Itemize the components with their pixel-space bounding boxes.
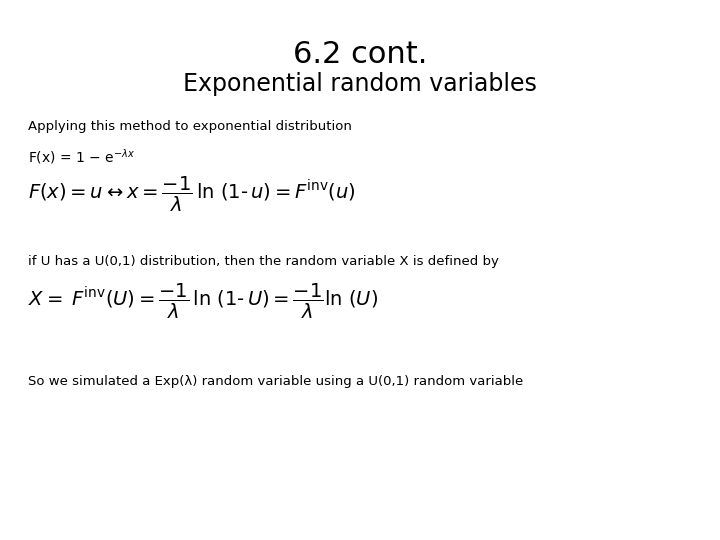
Text: Applying this method to exponential distribution: Applying this method to exponential dist… (28, 120, 352, 133)
Text: if U has a U(0,1) distribution, then the random variable X is defined by: if U has a U(0,1) distribution, then the… (28, 255, 499, 268)
Text: So we simulated a Exp(λ) random variable using a U(0,1) random variable: So we simulated a Exp(λ) random variable… (28, 375, 523, 388)
Text: F(x) = 1 $-$ e$^{-\lambda x}$: F(x) = 1 $-$ e$^{-\lambda x}$ (28, 147, 135, 166)
Text: $F(x) = u \leftrightarrow x = \dfrac{-1}{\lambda}\,\ln\,(1\text{-}\,u) = F^{\mat: $F(x) = u \leftrightarrow x = \dfrac{-1}… (28, 175, 356, 214)
Text: $X =\; F^{\mathrm{inv}}(U) = \dfrac{-1}{\lambda}\,\ln\,(1\text{-}\,U) = \dfrac{-: $X =\; F^{\mathrm{inv}}(U) = \dfrac{-1}{… (28, 282, 378, 321)
Text: Exponential random variables: Exponential random variables (183, 72, 537, 96)
Text: 6.2 cont.: 6.2 cont. (293, 40, 427, 69)
